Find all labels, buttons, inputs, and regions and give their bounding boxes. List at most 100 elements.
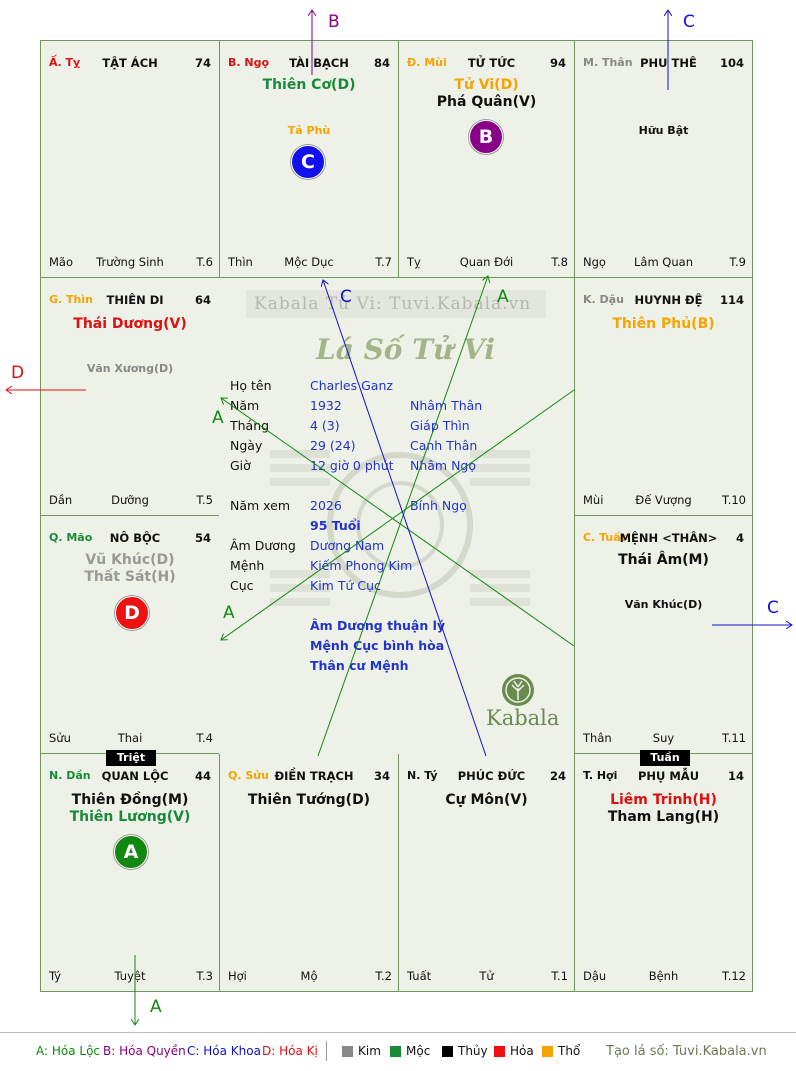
palace-branch-footer: Mùi bbox=[583, 493, 604, 507]
palace-index: T.9 bbox=[729, 255, 746, 269]
palace-branch-footer: Hợi bbox=[228, 969, 247, 983]
palace-title: PHÚC ĐỨC bbox=[457, 769, 526, 783]
palace-stem-branch: N. Dần bbox=[49, 769, 91, 782]
palace-branch-footer: Sửu bbox=[49, 731, 71, 745]
palace-age: 84 bbox=[373, 56, 390, 70]
palace-age: 54 bbox=[194, 531, 211, 545]
palace-thien-di: G. Thìn THIÊN DI 64 Thái Dương(V) Văn Xư… bbox=[40, 277, 220, 516]
legend-bar: A: Hóa Lộc B: Hóa Quyền C: Hóa Khoa D: H… bbox=[0, 1032, 796, 1071]
legend-site-link[interactable]: Tạo lá số: Tuvi.Kabala.vn bbox=[606, 1044, 767, 1059]
month-label: Tháng bbox=[230, 418, 270, 433]
palace-title: THIÊN DI bbox=[106, 293, 164, 307]
palace-age: 4 bbox=[735, 531, 744, 545]
palace-age: 34 bbox=[373, 769, 390, 783]
palace-phu-the: M. Thân PHU THÊ 104 Hữu Bật Ngọ Lâm Quan… bbox=[574, 40, 753, 278]
hoa-quyen-badge: B bbox=[469, 120, 503, 154]
palace-age: 114 bbox=[719, 293, 744, 307]
palace-age: 74 bbox=[194, 56, 211, 70]
day-label: Ngày bbox=[230, 438, 263, 453]
legend-moc: Mộc bbox=[406, 1044, 431, 1058]
palace-stage: Mộ bbox=[300, 969, 318, 983]
kabala-tree-logo-icon bbox=[502, 674, 534, 706]
month-value: 4 (3) bbox=[310, 418, 340, 433]
year-label: Năm bbox=[230, 398, 260, 413]
palace-age: 94 bbox=[549, 56, 566, 70]
main-star: Thiên Tướng(D) bbox=[247, 792, 371, 808]
palace-title: TÀI BẠCH bbox=[289, 56, 349, 70]
view-year-canchi: Bính Ngọ bbox=[410, 498, 467, 513]
legend-hoa-khoa: C: Hóa Khoa bbox=[187, 1044, 261, 1058]
palace-stem-branch: Q. Mão bbox=[49, 531, 93, 544]
palace-stem-branch: M. Thân bbox=[583, 56, 633, 69]
palace-age: 24 bbox=[549, 769, 566, 783]
palace-title: PHỤ MẪU bbox=[637, 769, 700, 783]
palace-stage: Tử bbox=[479, 969, 494, 983]
main-star: Thiên Lương(V) bbox=[69, 809, 191, 825]
palace-stage: Thai bbox=[117, 731, 143, 745]
palace-stage: Lâm Quan bbox=[634, 255, 693, 269]
note-line-2: Mệnh Cục bình hòa bbox=[310, 638, 445, 653]
age-value: 95 Tuổi bbox=[310, 518, 361, 533]
kabala-brand: Kabala bbox=[486, 706, 560, 730]
minor-star: Tả Phù bbox=[287, 124, 331, 137]
hour-value: 12 giờ 0 phút bbox=[310, 458, 394, 473]
palace-index: T.5 bbox=[196, 493, 213, 507]
legend-kim: Kim bbox=[358, 1044, 381, 1058]
palace-title: MỆNH <THÂN> bbox=[619, 531, 718, 545]
palace-stem-branch: B. Ngọ bbox=[228, 56, 270, 69]
main-star: Thái Âm(M) bbox=[618, 552, 709, 568]
chart-script-title: Lá Số Tử Vi bbox=[316, 333, 496, 366]
arrow-label-b: B bbox=[328, 12, 340, 32]
yin-yang-label: Âm Dương bbox=[230, 538, 296, 553]
swatch-kim bbox=[342, 1046, 353, 1057]
arrow-label-a-bottom: A bbox=[150, 997, 162, 1017]
palace-title: QUAN LỘC bbox=[101, 769, 169, 783]
line-label-c: C bbox=[340, 287, 352, 307]
palace-index: T.3 bbox=[196, 969, 213, 983]
palace-branch-footer: Thìn bbox=[228, 255, 253, 269]
palace-phuc-duc: N. Tý PHÚC ĐỨC 24 Cự Môn(V) Tuất Tử T.1 bbox=[398, 753, 575, 992]
palace-branch-footer: Thân bbox=[583, 731, 612, 745]
palace-stage: Bệnh bbox=[648, 969, 679, 983]
palace-index: T.11 bbox=[722, 731, 746, 745]
main-star: Tham Lang(H) bbox=[607, 809, 720, 825]
swatch-moc bbox=[390, 1046, 401, 1057]
palace-index: T.12 bbox=[722, 969, 746, 983]
arrow-label-d: D bbox=[11, 363, 25, 383]
palace-title: TỬ TỨC bbox=[467, 56, 516, 70]
hoa-ki-badge: D bbox=[115, 596, 149, 630]
palace-age: 64 bbox=[194, 293, 211, 307]
destiny-value: Kiếm Phong Kim bbox=[310, 558, 413, 573]
main-star: Thiên Cơ(D) bbox=[262, 77, 356, 93]
line-label-a-lower: A bbox=[223, 603, 235, 623]
palace-branch-footer: Tuất bbox=[407, 969, 432, 983]
name-label: Họ tên bbox=[230, 378, 272, 393]
palace-stem-branch: Q. Sửu bbox=[228, 769, 269, 782]
cuc-label: Cục bbox=[230, 578, 254, 593]
main-star: Thái Dương(V) bbox=[73, 316, 187, 332]
palace-stem-branch: T. Hợi bbox=[583, 769, 618, 782]
minor-star: Hữu Bật bbox=[638, 124, 689, 137]
hoa-loc-badge: A bbox=[114, 835, 148, 869]
palace-stem-branch: Ấ. Tỵ bbox=[49, 56, 81, 69]
year-canchi: Nhâm Thân bbox=[410, 398, 483, 413]
palace-age: 104 bbox=[719, 56, 744, 70]
main-star: Thiên Đồng(M) bbox=[71, 792, 189, 808]
palace-stage: Dưỡng bbox=[111, 493, 149, 507]
view-year-value: 2026 bbox=[310, 498, 342, 513]
legend-hoa-quyen: B: Hóa Quyền bbox=[103, 1044, 186, 1058]
name-value: Charles Ganz bbox=[310, 378, 393, 393]
day-value: 29 (24) bbox=[310, 438, 356, 453]
yin-yang-value: Dương Nam bbox=[310, 538, 385, 553]
palace-stage: Quan Đới bbox=[459, 255, 514, 269]
minor-star: Văn Xương(D) bbox=[86, 362, 174, 375]
swatch-thuy bbox=[442, 1046, 453, 1057]
palace-menh: C. Tuất MỆNH <THÂN> 4 Thái Âm(M) Văn Khú… bbox=[574, 515, 753, 754]
minor-star: Văn Khúc(D) bbox=[624, 598, 703, 611]
main-star: Phá Quân(V) bbox=[436, 94, 537, 110]
arrow-label-c-top: C bbox=[683, 12, 695, 32]
hour-canchi: Nhâm Ngọ bbox=[410, 458, 477, 473]
site-watermark: Kabala Tử Vi: Tuvi.Kabala.vn bbox=[254, 294, 532, 314]
triet-tag: Triệt bbox=[106, 750, 156, 766]
main-star: Tử Vi(D) bbox=[454, 77, 519, 93]
